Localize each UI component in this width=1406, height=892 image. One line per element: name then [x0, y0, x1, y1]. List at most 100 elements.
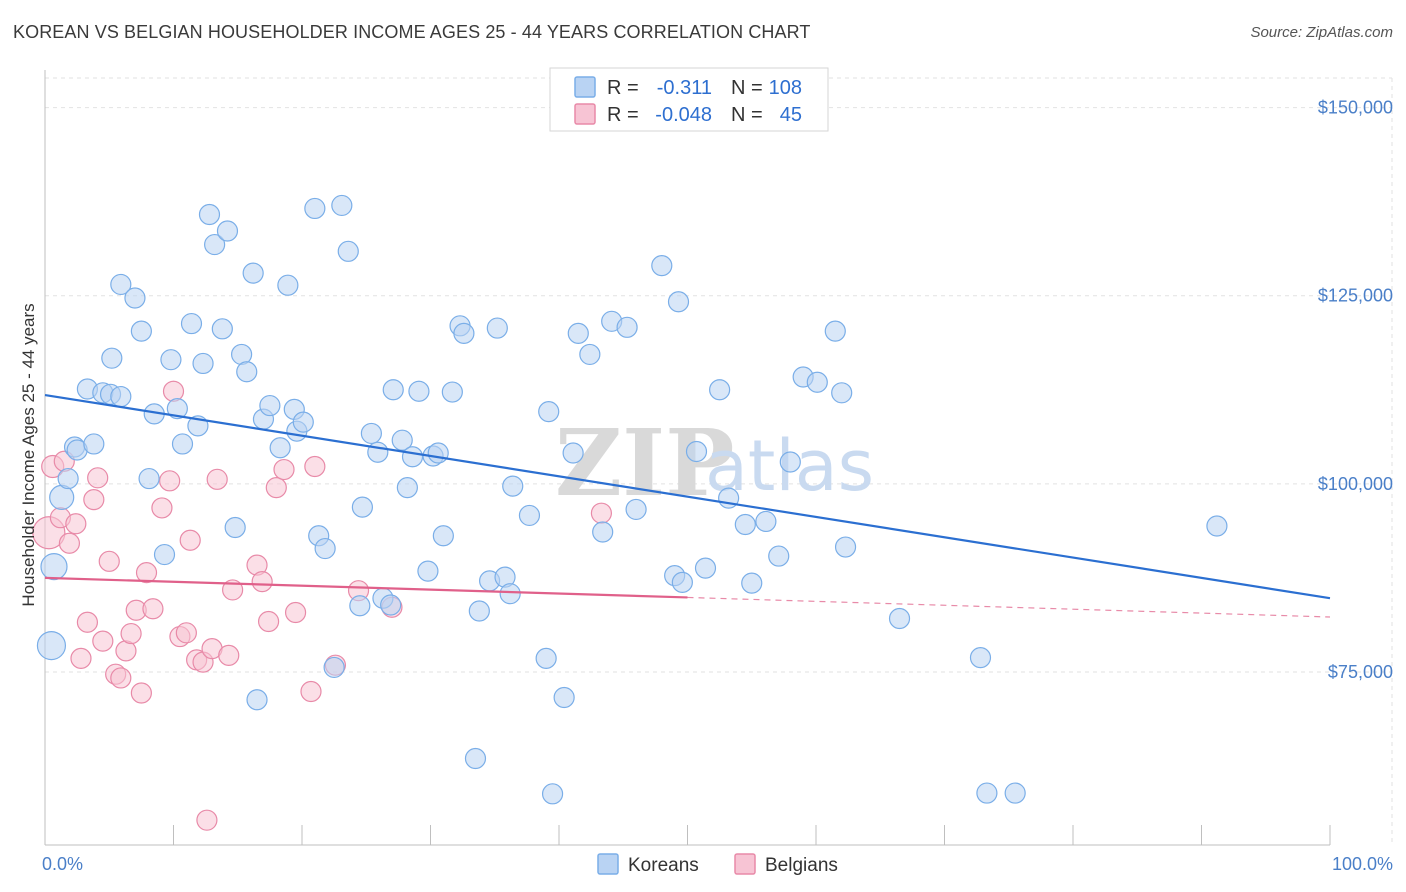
korean-point [360, 422, 382, 445]
trend-lines [44, 393, 1331, 618]
korean-point [160, 349, 182, 371]
legend-swatch-koreans [574, 76, 596, 98]
korean-point [57, 467, 79, 490]
bottom-legend-label-koreans: Koreans [628, 855, 699, 876]
legend-swatch-belgians [574, 103, 596, 125]
belgian-point [120, 622, 142, 645]
korean-point [685, 440, 708, 463]
korean-point [110, 273, 132, 296]
korean-point [408, 380, 430, 402]
belgian-point [98, 550, 120, 572]
korean-point [468, 600, 490, 622]
korean-point [427, 442, 449, 464]
korean-point [625, 498, 647, 521]
korean-point [538, 401, 560, 423]
belgian-point [206, 468, 228, 490]
korean-point [216, 220, 239, 242]
belgian-point [265, 476, 287, 499]
korean-point [592, 521, 614, 543]
belgian-point [251, 571, 273, 593]
korean-point [331, 194, 353, 217]
korean-point [824, 320, 846, 342]
korean-point [314, 537, 336, 560]
belgian-point [92, 630, 114, 652]
bottom-legend-swatch-koreans [597, 853, 619, 875]
korean-point [671, 571, 693, 594]
korean-point [417, 560, 439, 582]
belgian-point [83, 489, 105, 511]
y-tick-label-1: $100,000 [1318, 474, 1393, 494]
korean-point [831, 382, 853, 404]
korean-point [464, 747, 487, 770]
legend-n-value-1: 108 [769, 77, 802, 99]
legend-r-label-1: R = [607, 77, 639, 99]
korean-point [380, 594, 402, 616]
belgian-point [196, 809, 218, 831]
korean-point [969, 647, 992, 669]
belgian-point [130, 682, 152, 704]
korean-point [1004, 782, 1026, 804]
korean-point [535, 647, 557, 669]
korean-point [224, 516, 246, 539]
korean-point [567, 322, 589, 344]
legend-r-value-2: -0.048 [655, 104, 712, 126]
bottom-legend: Koreans Belgians [597, 853, 838, 876]
korean-point [541, 783, 564, 805]
korean-point [246, 689, 268, 711]
korean-point [153, 543, 176, 566]
y-tick-label-3: $150,000 [1318, 98, 1393, 118]
belgian-point [65, 513, 87, 535]
legend-n-label-2: N = [731, 104, 763, 126]
belgian-point [218, 644, 240, 666]
korean-point [976, 782, 998, 804]
belgian-point [58, 532, 81, 554]
x-tick-label-1: 100.0% [1332, 854, 1393, 874]
korean-point [110, 385, 132, 408]
korean-point [180, 312, 203, 335]
korean-point [888, 607, 911, 630]
korean-point [518, 504, 541, 527]
belgian-point [135, 562, 158, 584]
belgian-point [257, 610, 280, 633]
y-tick-label-0: $75,000 [1328, 662, 1393, 682]
y-tick-labels: $75,000 $100,000 $125,000 $150,000 [1318, 98, 1393, 682]
korean-point [337, 240, 359, 262]
belgian-point [284, 601, 307, 624]
korean-point [741, 572, 763, 594]
belgian-point [151, 497, 173, 519]
korean-point [259, 394, 281, 417]
korean-point [236, 361, 258, 383]
korean-point [349, 595, 371, 617]
korean-point [709, 379, 731, 401]
chart-title: KOREAN VS BELGIAN HOUSEHOLDER INCOME AGE… [13, 22, 811, 42]
bottom-legend-swatch-belgians [734, 853, 756, 875]
korean-point [579, 343, 601, 366]
legend-n-value-2: 45 [780, 104, 802, 126]
korean-point [734, 513, 756, 536]
korean-trend-line [44, 393, 1331, 600]
belgian-point [304, 455, 326, 478]
korean-point [124, 287, 146, 309]
korean-point [1206, 515, 1228, 537]
korean-point [166, 397, 188, 420]
y-axis-label: Householder Income Ages 25 - 44 years [19, 303, 38, 606]
korean-point [432, 525, 454, 547]
x-tick-label-0: 0.0% [42, 854, 83, 874]
korean-point [101, 347, 123, 369]
korean-point [304, 197, 326, 220]
korean-point [396, 476, 418, 499]
korean-point [269, 437, 291, 459]
korean-point [499, 583, 521, 605]
source-label: Source: ZipAtlas.com [1250, 24, 1393, 41]
korean-point [323, 656, 345, 679]
belgian-point [142, 598, 164, 620]
belgian-point [300, 680, 322, 703]
belgian-trend-line-dashed [687, 596, 1331, 618]
korean-point [391, 429, 413, 451]
belgian-point [159, 470, 181, 492]
korean-point [198, 203, 221, 226]
belgian-point [175, 622, 197, 644]
bottom-legend-label-belgians: Belgians [765, 855, 838, 876]
korean-point [779, 451, 801, 473]
